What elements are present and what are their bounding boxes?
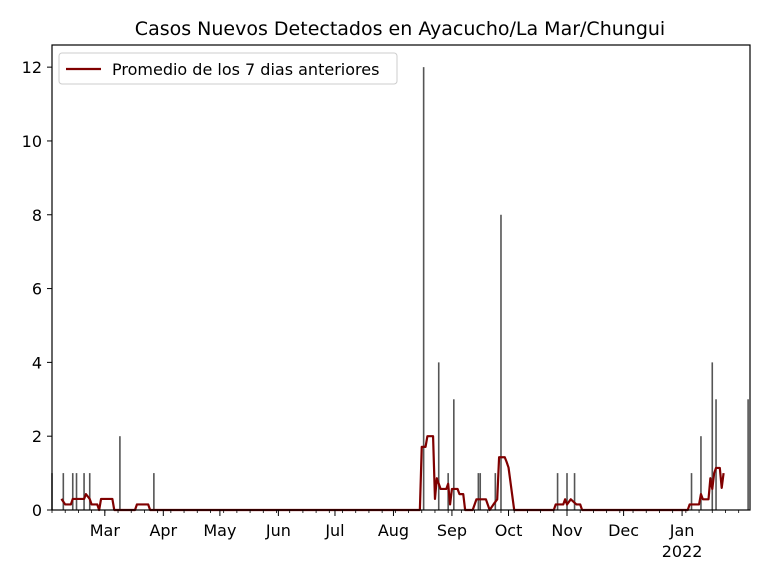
case-bar [566,473,568,510]
case-bar [75,473,78,510]
case-bar [119,436,121,510]
x-tick-label: Nov [551,521,582,540]
case-bar [700,436,702,510]
case-bar [711,362,714,510]
legend: Promedio de los 7 dias anteriores [58,52,398,85]
y-tick-label: 4 [32,353,42,372]
case-bar [422,67,425,510]
bars [51,67,749,510]
legend-label: Promedio de los 7 dias anteriores [112,60,379,79]
case-bar [437,362,440,510]
case-bar [500,214,502,510]
y-tick-label: 6 [32,280,42,299]
x-tick-label: Mar [90,521,121,540]
case-bar [153,473,155,510]
x-axis: Mar Apr May Jun Jul Aug Sep Oct Nov Dec Jan 2022 [51,510,740,561]
case-bar [479,473,482,510]
case-bar [573,473,576,510]
x-tick-label: Sep [437,521,467,540]
case-bar [453,399,455,510]
x-tick-label: Aug [378,521,409,540]
y-tick-label: 0 [32,501,42,520]
x-tick-label: Dec [608,521,639,540]
legend-box [58,52,398,85]
plot-frame [51,44,751,511]
x-tick-sublabel: 2022 [662,542,703,561]
case-bar [88,473,91,510]
case-bar [477,473,480,510]
case-bar [494,473,497,510]
y-tick-label: 12 [22,58,42,77]
x-tick-label: May [203,521,236,540]
y-tick-label: 8 [32,206,42,225]
y-tick-label: 10 [22,132,42,151]
case-bar [747,399,749,510]
x-tick-label: Jun [265,521,291,540]
x-tick-label: Jan [669,521,695,540]
x-tick-label: Apr [149,521,177,540]
case-bar [83,473,85,510]
case-bar [556,473,559,510]
average-line [60,435,725,512]
case-bar [715,399,717,510]
x-tick-label: Jul [324,521,344,540]
case-bar [690,473,693,510]
y-tick-label: 2 [32,427,42,446]
case-bar [71,473,74,510]
y-axis: 0 2 4 6 8 10 12 [22,58,52,520]
chart-title: Casos Nuevos Detectados en Ayacucho/La M… [135,18,665,40]
average-line-group [60,435,725,512]
case-bar [62,473,65,510]
x-tick-label: Oct [495,521,523,540]
